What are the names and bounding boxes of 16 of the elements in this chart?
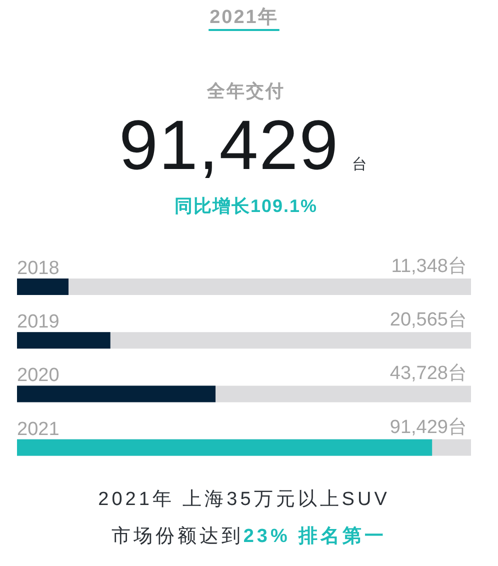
category-label: 2018 <box>17 258 60 279</box>
value-label: 20,565台 <box>390 310 467 331</box>
value-label: 43,728台 <box>390 363 467 384</box>
value-label: 11,348台 <box>391 256 467 277</box>
value-label: 91,429台 <box>390 416 467 438</box>
annotation: 91,429 <box>118 106 340 184</box>
title: 2021年 <box>210 7 278 28</box>
annotation: 2021年 上海35万元以上SUV <box>98 489 390 510</box>
annotation: 同比增长109.1% <box>174 196 318 216</box>
annotation: 台 <box>352 156 368 173</box>
category-label: 2021 <box>17 418 60 440</box>
category-label: 2019 <box>17 312 60 333</box>
subtitle: 全年交付 <box>207 81 285 101</box>
annotation: 市场份额达到 <box>111 526 244 547</box>
category-label: 2020 <box>17 365 60 386</box>
annotation: 23% 排名第一 <box>243 526 387 547</box>
